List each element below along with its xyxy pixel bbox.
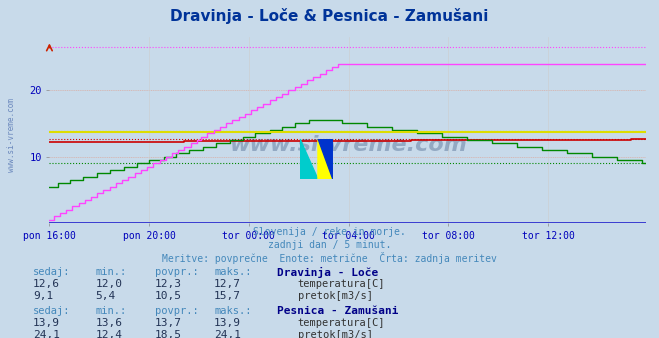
Text: Meritve: povprečne  Enote: metrične  Črta: zadnja meritev: Meritve: povprečne Enote: metrične Črta:… bbox=[162, 252, 497, 264]
Text: Dravinja - Loče & Pesnica - Zamušani: Dravinja - Loče & Pesnica - Zamušani bbox=[170, 8, 489, 24]
Polygon shape bbox=[318, 139, 333, 179]
Polygon shape bbox=[300, 139, 318, 179]
Text: 13,6: 13,6 bbox=[96, 318, 123, 328]
Text: maks.:: maks.: bbox=[214, 306, 252, 316]
Text: zadnji dan / 5 minut.: zadnji dan / 5 minut. bbox=[268, 240, 391, 250]
Text: 15,7: 15,7 bbox=[214, 291, 241, 301]
Text: 12,3: 12,3 bbox=[155, 279, 182, 289]
Text: pretok[m3/s]: pretok[m3/s] bbox=[298, 291, 373, 301]
Text: 12,7: 12,7 bbox=[214, 279, 241, 289]
Text: 12,0: 12,0 bbox=[96, 279, 123, 289]
Text: 5,4: 5,4 bbox=[96, 291, 116, 301]
Text: pretok[m3/s]: pretok[m3/s] bbox=[298, 330, 373, 338]
Text: www.si-vreme.com: www.si-vreme.com bbox=[229, 135, 467, 155]
Text: 12,6: 12,6 bbox=[33, 279, 60, 289]
Text: 13,9: 13,9 bbox=[214, 318, 241, 328]
Text: povpr.:: povpr.: bbox=[155, 267, 198, 277]
Text: maks.:: maks.: bbox=[214, 267, 252, 277]
Text: 13,9: 13,9 bbox=[33, 318, 60, 328]
Text: min.:: min.: bbox=[96, 267, 127, 277]
Text: 18,5: 18,5 bbox=[155, 330, 182, 338]
Text: sedaj:: sedaj: bbox=[33, 267, 71, 277]
Text: Slovenija / reke in morje.: Slovenija / reke in morje. bbox=[253, 227, 406, 237]
Text: 13,7: 13,7 bbox=[155, 318, 182, 328]
Text: 9,1: 9,1 bbox=[33, 291, 53, 301]
Text: Pesnica - Zamušani: Pesnica - Zamušani bbox=[277, 306, 398, 316]
Text: temperatura[C]: temperatura[C] bbox=[298, 279, 386, 289]
Text: 10,5: 10,5 bbox=[155, 291, 182, 301]
Polygon shape bbox=[318, 139, 333, 179]
Text: temperatura[C]: temperatura[C] bbox=[298, 318, 386, 328]
Text: www.si-vreme.com: www.si-vreme.com bbox=[7, 98, 16, 172]
Text: min.:: min.: bbox=[96, 306, 127, 316]
Text: sedaj:: sedaj: bbox=[33, 306, 71, 316]
Text: Dravinja - Loče: Dravinja - Loče bbox=[277, 267, 378, 278]
Text: 24,1: 24,1 bbox=[33, 330, 60, 338]
Text: 24,1: 24,1 bbox=[214, 330, 241, 338]
Text: povpr.:: povpr.: bbox=[155, 306, 198, 316]
Text: 12,4: 12,4 bbox=[96, 330, 123, 338]
